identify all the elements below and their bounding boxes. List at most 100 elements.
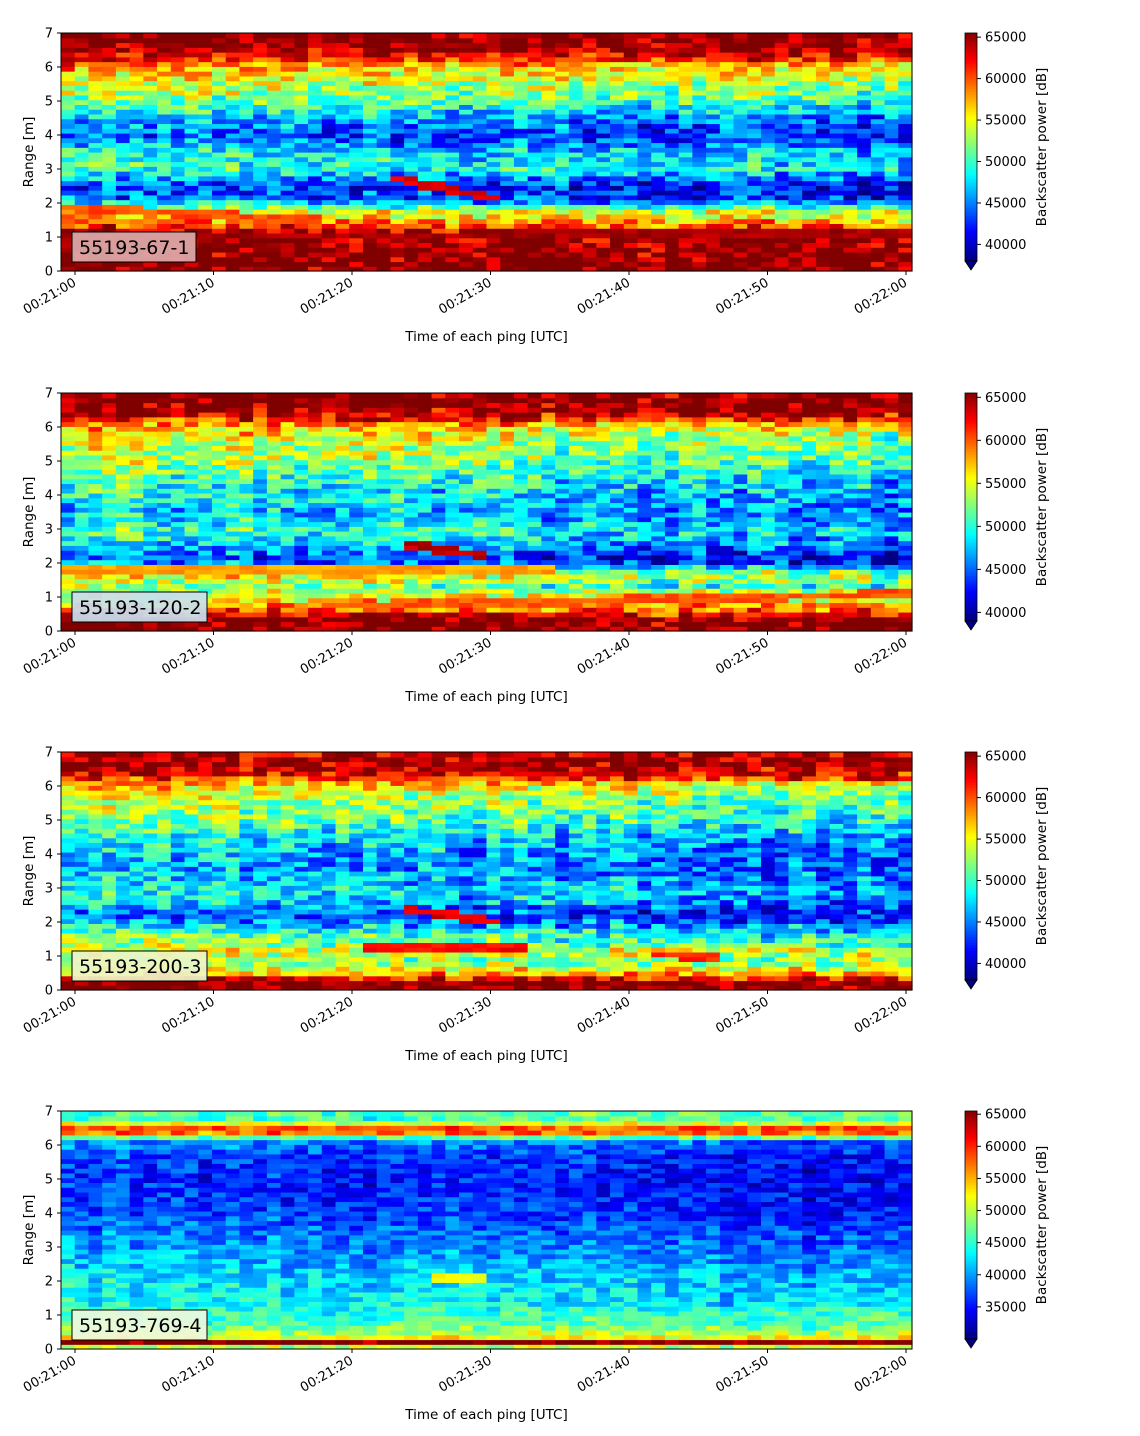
heatmap-cell [239,573,254,580]
heatmap-cell [678,166,693,172]
colorbar-step [965,76,977,80]
heatmap-cell [568,190,584,196]
heatmap-cell [555,99,570,105]
heatmap-cell [61,554,76,561]
heatmap-cell [239,66,254,72]
heatmap-cell [513,569,529,575]
heatmap-cell [568,33,584,39]
heatmap-cell [472,611,488,618]
heatmap-cell [376,512,392,518]
heatmap-cell [802,261,817,267]
heatmap-cell [431,175,446,182]
heatmap-cell [404,502,419,508]
heatmap-cell [88,161,103,167]
heatmap-cell [349,218,364,224]
heatmap-cell [102,56,117,63]
heatmap-cell [623,161,639,167]
heatmap-cell [431,440,446,446]
heatmap-cell [404,588,419,594]
heatmap-cell [143,90,158,96]
heatmap-cell [815,37,831,44]
heatmap-cell [321,435,337,442]
heatmap-cell [527,507,543,513]
heatmap-cell [761,109,776,115]
heatmap-cell [486,626,501,632]
heatmap-cell [417,128,433,134]
heatmap-cell [527,251,543,258]
heatmap-cell [362,578,378,584]
heatmap-cell [459,531,474,537]
heatmap-cell [294,550,309,556]
heatmap-cell [184,421,199,427]
heatmap-cell [445,464,460,470]
heatmap-cell [184,440,199,446]
heatmap-cell [719,61,735,67]
heatmap-cell [651,71,666,77]
heatmap-cell [266,75,282,82]
heatmap-cell [472,507,488,513]
heatmap-cell [239,137,254,144]
heatmap-cell [596,47,611,53]
heatmap-cell [239,261,254,267]
heatmap-cell [129,440,144,446]
heatmap-cell [349,99,364,105]
heatmap-cell [390,502,405,508]
heatmap-cell [472,502,488,508]
heatmap-cell [239,247,254,253]
heatmap-cell [129,156,144,163]
heatmap-cell [102,521,117,527]
colorbar-step [965,139,977,143]
heatmap-cell [225,128,241,134]
heatmap-cell [157,209,172,215]
heatmap-cell [266,454,282,461]
heatmap-cell [280,237,295,244]
heatmap-cell [445,393,460,399]
heatmap-cell [88,209,103,215]
heatmap-cell [898,199,913,205]
heatmap-cell [184,435,199,442]
heatmap-cell [733,66,748,72]
heatmap-cell [61,109,76,115]
colorbar-step [965,58,977,62]
heatmap-cell [129,90,144,96]
heatmap-cell [527,583,543,589]
heatmap-cell [472,512,488,518]
heatmap-cell [321,445,337,451]
heatmap-cell [513,512,529,518]
heatmap-cell [294,526,309,532]
heatmap-cell [308,507,323,513]
heatmap-cell [294,175,309,182]
heatmap-cell [472,597,488,604]
heatmap-cell [431,166,446,172]
heatmap-cell [129,412,144,418]
heatmap-cell [774,194,790,201]
heatmap-cell [129,478,144,485]
heatmap-cell [102,213,117,220]
heatmap-cell [157,71,172,77]
heatmap-cell [486,123,501,129]
heatmap-cell [102,156,117,163]
heatmap-cell [308,256,323,263]
heatmap-cell [733,85,748,91]
heatmap-cell [417,237,433,244]
heatmap-cell [225,431,241,437]
heatmap-cell [88,37,103,44]
heatmap-cell [870,132,886,139]
heatmap-cell [898,128,913,134]
heatmap-cell [500,156,515,163]
heatmap-cell [184,507,199,513]
heatmap-cell [404,142,419,148]
heatmap-cell [198,180,213,186]
heatmap-cell [459,232,474,239]
heatmap-cell [404,459,419,465]
heatmap-cell [225,607,241,613]
heatmap-cell [445,473,460,480]
heatmap-cell [692,199,707,205]
heatmap-cell [500,56,515,63]
heatmap-cell [486,194,501,201]
heatmap-cell [500,142,515,148]
heatmap-cell [445,616,460,623]
heatmap-cell [802,194,817,201]
heatmap-cell [335,502,350,508]
heatmap-cell [184,488,199,494]
